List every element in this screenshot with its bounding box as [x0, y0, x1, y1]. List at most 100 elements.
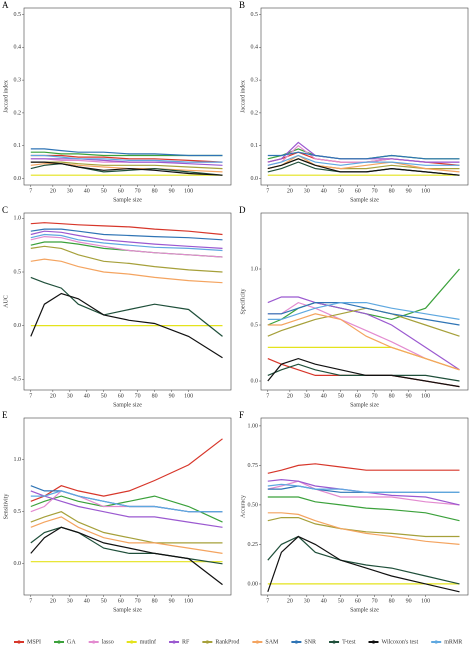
smooth-line	[30, 163, 223, 173]
x-tick-label: 60	[355, 598, 361, 604]
y-axis-label: Accuracy	[240, 495, 246, 518]
smooth-line	[267, 154, 460, 173]
x-tick-label: 80	[152, 598, 158, 604]
x-axis-label: Sample size	[113, 607, 142, 613]
y-tick-label: 1.00	[248, 423, 259, 429]
x-tick-label: 20	[287, 598, 293, 604]
legend-dot	[332, 640, 336, 644]
panel: B Jaccard index Sample size 0.0 0.1 0.2 0.3 0.4…	[239, 0, 469, 203]
panel-label: E	[2, 410, 8, 420]
legend-label: MSPI	[27, 639, 41, 645]
plot-area	[260, 212, 469, 391]
x-tick-label: 7	[29, 598, 32, 604]
x-tick-label: 50	[101, 393, 107, 399]
x-tick-label: 90	[406, 188, 412, 194]
smooth-line	[267, 154, 460, 166]
x-tick-label: 90	[169, 188, 175, 194]
panel-label: D	[239, 205, 246, 215]
smooth-line	[30, 258, 223, 284]
x-tick-label: 20	[50, 188, 56, 194]
x-tick-label: 60	[355, 188, 361, 194]
legend-dot	[255, 640, 259, 644]
smooth-line	[30, 526, 223, 586]
smooth-line	[30, 228, 223, 241]
legend-label: RF	[182, 639, 190, 645]
smooth-line	[30, 511, 223, 544]
y-tick-label: 0.0	[251, 378, 259, 384]
x-tick-label: 30	[304, 598, 310, 604]
y-tick-label: 0.4	[251, 45, 259, 51]
x-tick-label: 70	[135, 598, 141, 604]
legend-dot	[294, 640, 298, 644]
x-axis-label: Sample size	[113, 402, 142, 408]
x-tick-label: 20	[50, 598, 56, 604]
x-tick-label: 7	[266, 598, 269, 604]
y-tick-label: 0.2	[14, 110, 22, 116]
smooth-line	[267, 313, 460, 371]
smooth-line	[30, 292, 223, 359]
x-tick-label: 20	[50, 393, 56, 399]
x-tick-label: 80	[152, 393, 158, 399]
x-tick-label: 100	[421, 598, 430, 604]
y-axis-label: Jaccard index	[3, 80, 9, 113]
y-tick-label: 1.0	[14, 457, 22, 463]
panel-label: B	[239, 0, 245, 10]
x-tick-label: 70	[135, 393, 141, 399]
y-axis-label: AUC	[3, 295, 9, 308]
x-tick-label: 100	[184, 598, 193, 604]
x-tick-label: 80	[152, 188, 158, 194]
smooth-line	[30, 148, 223, 157]
x-tick-label: 90	[406, 598, 412, 604]
x-tick-label: 40	[321, 188, 327, 194]
smooth-line	[267, 307, 460, 337]
smooth-line	[267, 363, 460, 382]
smooth-line	[267, 151, 460, 160]
x-tick-label: 100	[421, 393, 430, 399]
y-tick-label: 0.0	[251, 176, 259, 182]
y-tick-label: 0.2	[251, 110, 259, 116]
x-tick-label: 7	[266, 393, 269, 399]
y-tick-label: 0.5	[251, 12, 259, 18]
x-tick-label: 50	[101, 188, 107, 194]
x-tick-label: 100	[184, 393, 193, 399]
x-tick-label: 20	[287, 393, 293, 399]
smooth-line	[30, 163, 223, 176]
legend-dot	[205, 640, 209, 644]
x-tick-label: 20	[287, 188, 293, 194]
legend-dot	[130, 640, 134, 644]
smooth-line	[267, 296, 460, 371]
legend-label: T-test	[342, 639, 356, 645]
x-axis-label: Sample size	[350, 197, 379, 203]
smooth-line	[30, 222, 223, 236]
x-tick-label: 30	[67, 188, 73, 194]
y-tick-label: 0.5	[14, 269, 22, 275]
x-tick-label: 40	[321, 393, 327, 399]
y-tick-label: -0.5	[12, 377, 22, 383]
y-axis-label: Jaccard index	[240, 80, 246, 113]
x-tick-label: 100	[184, 188, 193, 194]
y-axis-label: Sensitivity	[3, 494, 9, 520]
x-tick-label: 80	[389, 393, 395, 399]
x-tick-label: 50	[338, 598, 344, 604]
plot-area	[260, 417, 469, 596]
legend-dot	[92, 640, 96, 644]
x-tick-label: 90	[169, 393, 175, 399]
x-tick-label: 30	[304, 393, 310, 399]
y-tick-label: 0.4	[14, 45, 22, 51]
x-tick-label: 90	[406, 393, 412, 399]
x-axis-label: Sample size	[350, 607, 379, 613]
x-tick-label: 70	[135, 188, 141, 194]
legend-label: GA	[67, 639, 76, 645]
panel: F Accuracy Sample size 0.00 0.25 0.50 0.75 1.00…	[239, 410, 469, 613]
smooth-line	[267, 357, 460, 388]
legend-dot	[17, 640, 21, 644]
x-tick-label: 100	[421, 188, 430, 194]
smooth-line	[267, 512, 460, 545]
legend-label: Wilcoxon's test	[382, 639, 419, 645]
smooth-line	[267, 463, 460, 474]
x-tick-label: 70	[372, 598, 378, 604]
x-tick-label: 50	[101, 598, 107, 604]
legend-box	[4, 630, 470, 654]
x-tick-label: 60	[118, 598, 124, 604]
legend-dot	[434, 640, 438, 644]
